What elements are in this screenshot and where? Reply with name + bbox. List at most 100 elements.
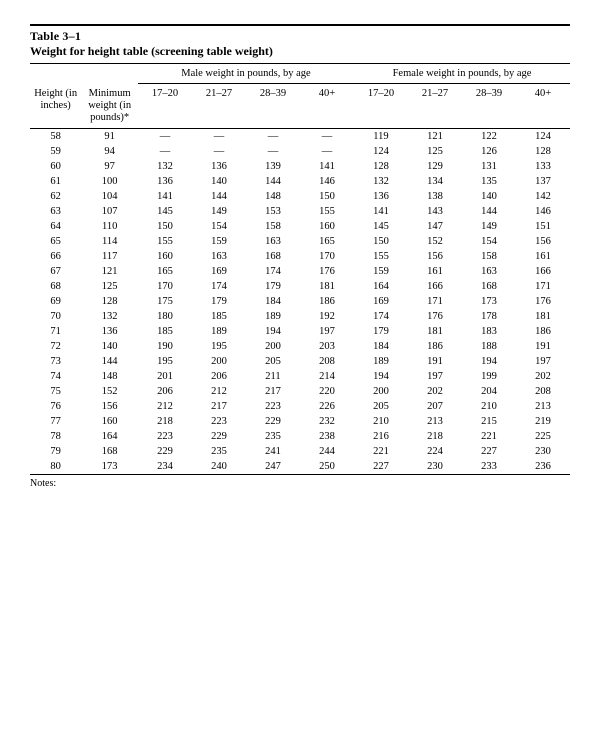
table-row: 65114155159163165150152154156 bbox=[30, 234, 570, 249]
table-cell: 60 bbox=[30, 159, 81, 174]
table-row: 61100136140144146132134135137 bbox=[30, 174, 570, 189]
table-cell: 211 bbox=[246, 369, 300, 384]
table-cell: 183 bbox=[462, 324, 516, 339]
table-cell: 73 bbox=[30, 354, 81, 369]
table-cell: 185 bbox=[192, 309, 246, 324]
table-cell: 212 bbox=[192, 384, 246, 399]
table-cell: 207 bbox=[408, 399, 462, 414]
table-cell: 61 bbox=[30, 174, 81, 189]
table-cell: 121 bbox=[81, 264, 138, 279]
table-cell: 163 bbox=[246, 234, 300, 249]
table-cell: 126 bbox=[462, 144, 516, 159]
table-row: 72140190195200203184186188191 bbox=[30, 339, 570, 354]
table-cell: 190 bbox=[138, 339, 192, 354]
table-cell: 180 bbox=[138, 309, 192, 324]
table-cell: 216 bbox=[354, 429, 408, 444]
table-cell: 189 bbox=[246, 309, 300, 324]
table-cell: 178 bbox=[462, 309, 516, 324]
table-cell: 181 bbox=[408, 324, 462, 339]
table-cell: 142 bbox=[516, 189, 570, 204]
table-cell: 163 bbox=[462, 264, 516, 279]
table-cell: 135 bbox=[462, 174, 516, 189]
table-row: 77160218223229232210213215219 bbox=[30, 414, 570, 429]
table-cell: 161 bbox=[408, 264, 462, 279]
table-cell: — bbox=[138, 144, 192, 159]
table-cell: 166 bbox=[408, 279, 462, 294]
table-cell: 156 bbox=[516, 234, 570, 249]
table-cell: 158 bbox=[246, 219, 300, 234]
table-cell: 159 bbox=[192, 234, 246, 249]
table-cell: 179 bbox=[354, 324, 408, 339]
table-cell: 148 bbox=[246, 189, 300, 204]
table-cell: 70 bbox=[30, 309, 81, 324]
table-cell: 154 bbox=[192, 219, 246, 234]
table-cell: 202 bbox=[516, 369, 570, 384]
table-cell: 221 bbox=[354, 444, 408, 459]
table-cell: 155 bbox=[300, 204, 354, 219]
table-cell: 140 bbox=[192, 174, 246, 189]
table-cell: 148 bbox=[81, 369, 138, 384]
table-cell: 141 bbox=[138, 189, 192, 204]
table-cell: 153 bbox=[246, 204, 300, 219]
table-cell: 223 bbox=[246, 399, 300, 414]
table-cell: 195 bbox=[138, 354, 192, 369]
table-cell: 132 bbox=[138, 159, 192, 174]
table-cell: 168 bbox=[81, 444, 138, 459]
table-cell: 131 bbox=[462, 159, 516, 174]
table-cell: 199 bbox=[462, 369, 516, 384]
table-cell: 179 bbox=[246, 279, 300, 294]
table-cell: 173 bbox=[462, 294, 516, 309]
table-row: 78164223229235238216218221225 bbox=[30, 429, 570, 444]
table-cell: 156 bbox=[408, 249, 462, 264]
table-cell: 77 bbox=[30, 414, 81, 429]
table-cell: — bbox=[246, 128, 300, 144]
header-spacer bbox=[30, 64, 138, 84]
table-cell: 160 bbox=[81, 414, 138, 429]
table-cell: 175 bbox=[138, 294, 192, 309]
table-cell: 212 bbox=[138, 399, 192, 414]
table-cell: 227 bbox=[354, 459, 408, 475]
table-cell: 166 bbox=[516, 264, 570, 279]
table-cell: 69 bbox=[30, 294, 81, 309]
table-cell: 80 bbox=[30, 459, 81, 475]
table-cell: 58 bbox=[30, 128, 81, 144]
table-cell: 94 bbox=[81, 144, 138, 159]
table-cell: 171 bbox=[408, 294, 462, 309]
table-cell: 194 bbox=[246, 324, 300, 339]
table-cell: 176 bbox=[516, 294, 570, 309]
table-cell: 197 bbox=[408, 369, 462, 384]
table-cell: 174 bbox=[246, 264, 300, 279]
table-row: 5891————119121122124 bbox=[30, 128, 570, 144]
table-cell: — bbox=[300, 144, 354, 159]
table-cell: 62 bbox=[30, 189, 81, 204]
table-cell: 224 bbox=[408, 444, 462, 459]
table-cell: 191 bbox=[516, 339, 570, 354]
table-cell: 234 bbox=[138, 459, 192, 475]
table-cell: 218 bbox=[408, 429, 462, 444]
table-cell: 181 bbox=[300, 279, 354, 294]
table-cell: 217 bbox=[246, 384, 300, 399]
table-cell: 201 bbox=[138, 369, 192, 384]
table-cell: 141 bbox=[354, 204, 408, 219]
table-cell: 158 bbox=[462, 249, 516, 264]
table-cell: 136 bbox=[192, 159, 246, 174]
table-cell: 140 bbox=[462, 189, 516, 204]
table-cell: 219 bbox=[516, 414, 570, 429]
table-cell: 146 bbox=[516, 204, 570, 219]
table-cell: 132 bbox=[81, 309, 138, 324]
col-minweight: Minimum weight (in pounds)* bbox=[81, 84, 138, 129]
table-cell: 119 bbox=[354, 128, 408, 144]
table-row: 74148201206211214194197199202 bbox=[30, 369, 570, 384]
table-title: Weight for height table (screening table… bbox=[30, 44, 570, 59]
table-cell: 97 bbox=[81, 159, 138, 174]
table-cell: 156 bbox=[81, 399, 138, 414]
table-cell: 136 bbox=[354, 189, 408, 204]
table-cell: 229 bbox=[246, 414, 300, 429]
table-cell: 191 bbox=[408, 354, 462, 369]
table-cell: — bbox=[192, 144, 246, 159]
table-cell: 110 bbox=[81, 219, 138, 234]
table-cell: 168 bbox=[462, 279, 516, 294]
table-cell: 138 bbox=[408, 189, 462, 204]
table-cell: 186 bbox=[516, 324, 570, 339]
table-row: 69128175179184186169171173176 bbox=[30, 294, 570, 309]
